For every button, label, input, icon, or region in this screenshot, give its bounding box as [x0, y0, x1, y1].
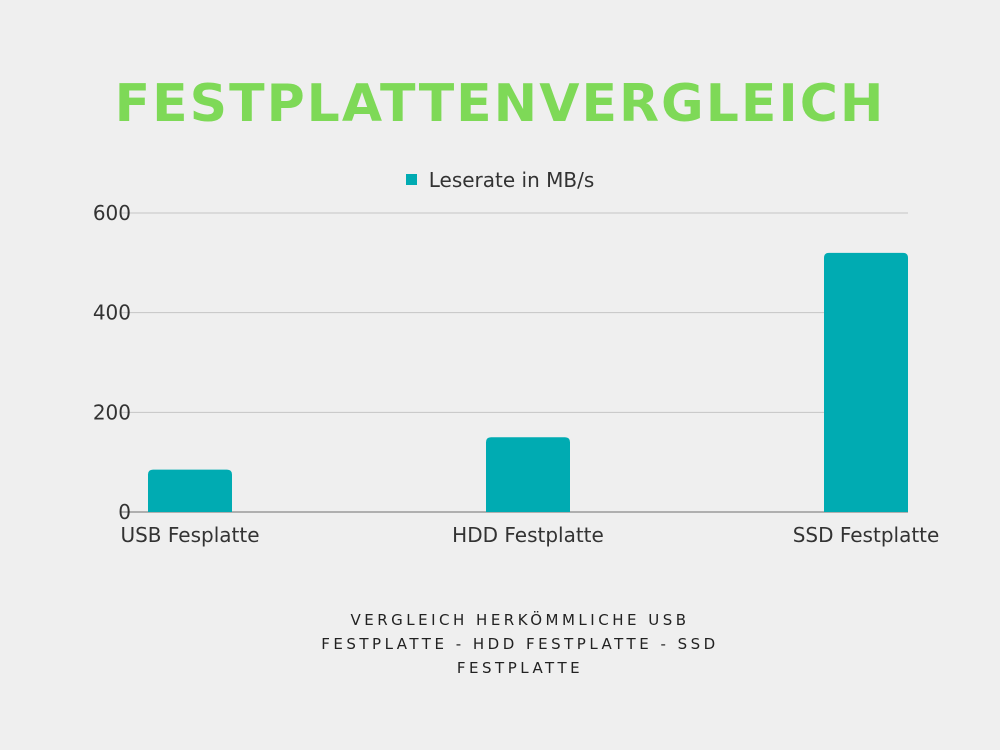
bar — [148, 469, 232, 512]
legend-label: Leserate in MB/s — [428, 168, 595, 192]
chart-caption: Vergleich herkömmliche USB Festplatte - … — [321, 611, 719, 677]
x-tick-label: HDD Festplatte — [452, 523, 604, 547]
x-axis-ticks: USB Fesplatte HDD Festplatte SSD Festplatt… — [120, 523, 939, 547]
y-axis-ticks: 0 200 400 600 — [93, 201, 131, 524]
y-tick-label: 200 — [93, 400, 131, 424]
legend-swatch — [405, 174, 417, 185]
bar — [486, 437, 570, 512]
bars — [148, 252, 908, 512]
chart-legend: Leserate in MB/s — [0, 166, 1000, 194]
bar — [824, 252, 908, 512]
bar-chart: 0 200 400 600 USB Fesplatte HDD Festplatte SS… — [93, 201, 940, 547]
x-tick-label: SSD Festplatte — [793, 523, 940, 547]
chart-title: FESTPLATTENVERGLEICH — [114, 74, 886, 134]
y-tick-label: 600 — [93, 201, 131, 225]
y-tick-label: 0 — [118, 500, 131, 524]
x-tick-label: USB Fesplatte — [120, 523, 259, 547]
y-tick-label: 400 — [93, 301, 131, 325]
